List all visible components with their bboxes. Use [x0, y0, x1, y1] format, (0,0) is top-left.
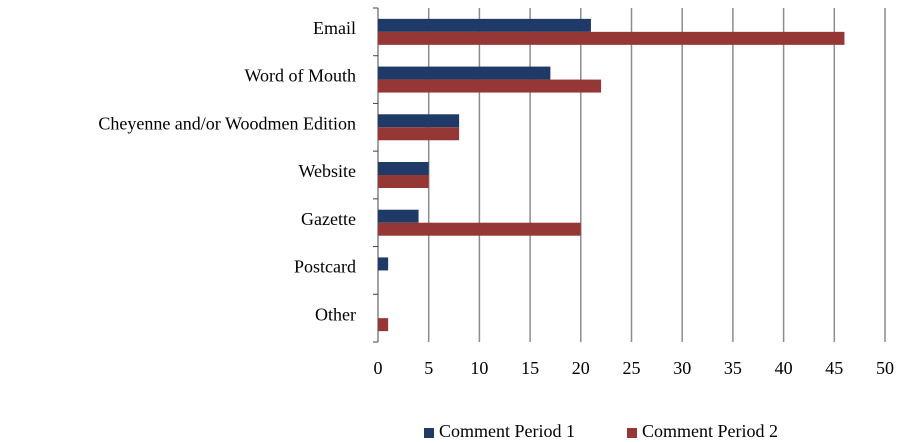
- x-tick-label: 15: [521, 358, 539, 378]
- bar: [378, 318, 389, 332]
- legend-swatch: [627, 428, 637, 438]
- x-tick-label: 50: [876, 358, 894, 378]
- x-tick-label: 30: [673, 358, 691, 378]
- y-tick-label: Website: [298, 161, 356, 181]
- bar: [378, 222, 581, 236]
- y-tick-label: Cheyenne and/or Woodmen Edition: [98, 113, 356, 133]
- bar: [378, 79, 602, 93]
- y-tick-label: Word of Mouth: [244, 66, 356, 86]
- x-tick-label: 5: [424, 358, 433, 378]
- legend-label: Comment Period 1: [439, 421, 575, 441]
- bar: [378, 114, 460, 128]
- y-tick-label: Email: [313, 18, 356, 38]
- bar: [378, 66, 551, 80]
- bar: [378, 18, 591, 32]
- y-tick-label: Postcard: [294, 257, 356, 277]
- bar: [378, 127, 460, 141]
- bar: [378, 31, 845, 45]
- bar: [378, 209, 419, 223]
- x-tick-label: 45: [825, 358, 843, 378]
- bar: [378, 162, 429, 175]
- x-tick-label: 0: [374, 358, 383, 378]
- legend-label: Comment Period 2: [642, 421, 778, 441]
- bar: [378, 175, 429, 188]
- x-tick-label: 25: [623, 358, 641, 378]
- y-tick-label: Gazette: [301, 209, 356, 229]
- y-tick-label: Other: [315, 304, 356, 324]
- x-tick-label: 35: [724, 358, 742, 378]
- x-tick-label: 40: [775, 358, 793, 378]
- x-tick-label: 10: [470, 358, 488, 378]
- bar: [378, 257, 389, 271]
- x-tick-label: 20: [572, 358, 590, 378]
- legend-swatch: [424, 428, 434, 438]
